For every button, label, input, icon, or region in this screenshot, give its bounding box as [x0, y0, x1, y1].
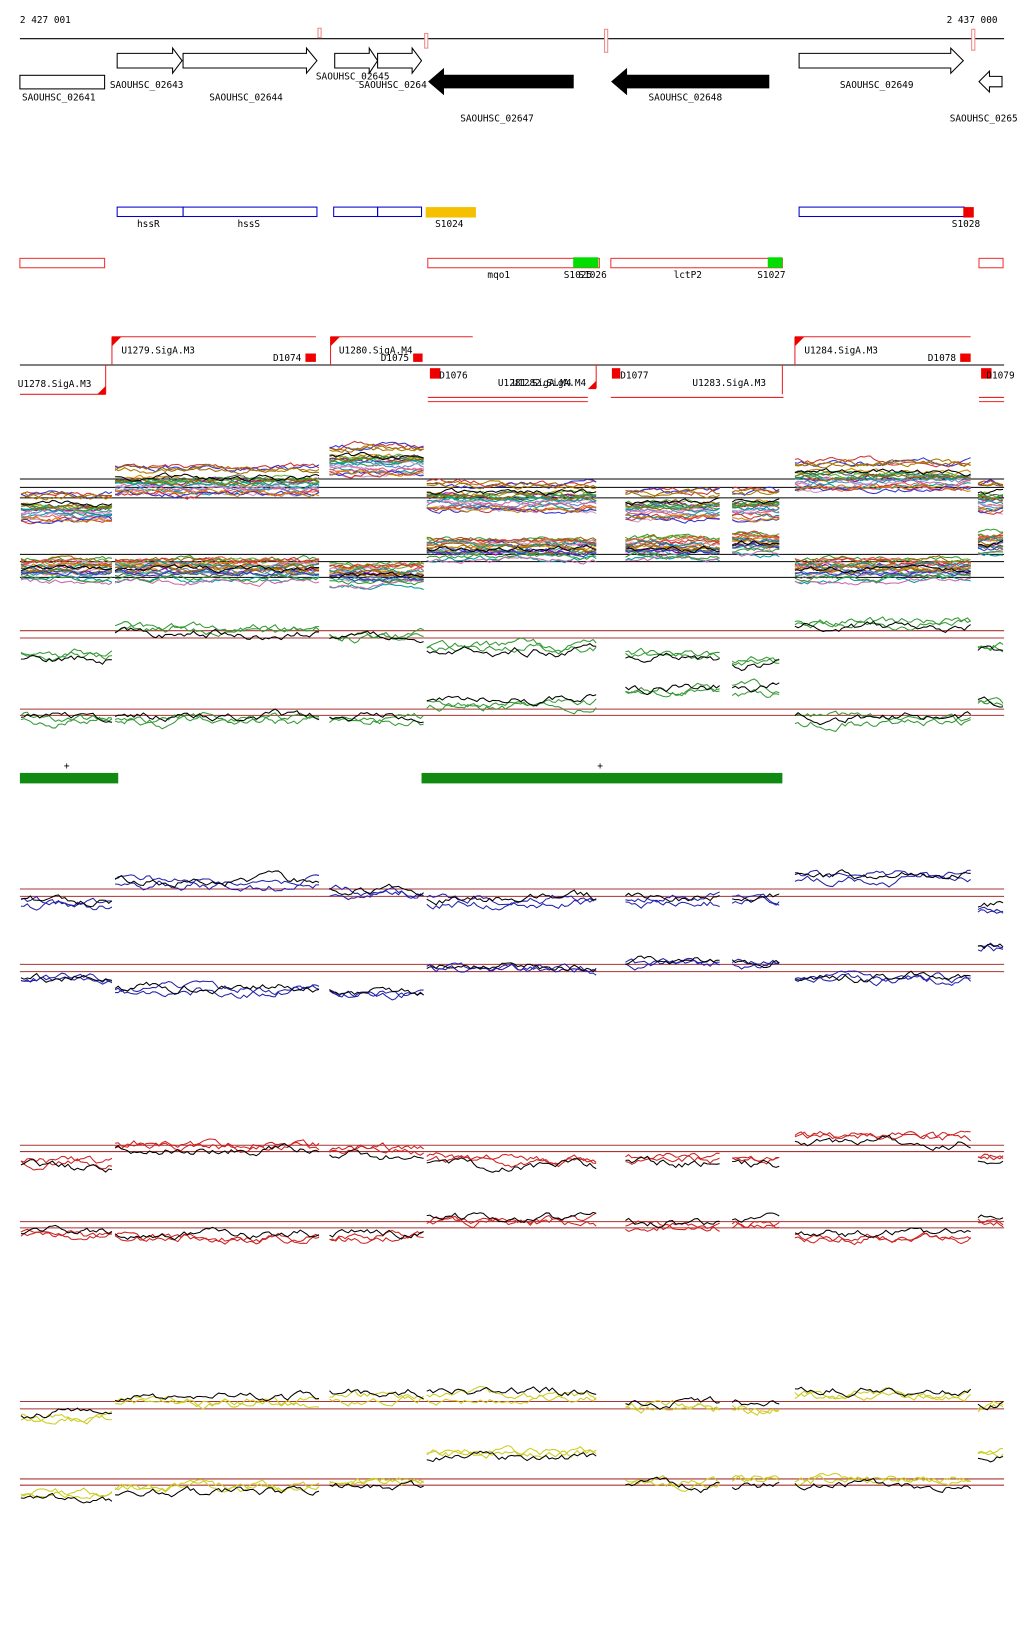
trace: [20, 944, 1004, 1001]
transcript-label: U1279.SigA.M3: [121, 346, 195, 357]
trace: [20, 620, 1004, 672]
annotation-fill: [767, 257, 783, 268]
trace: [20, 869, 1004, 914]
annotation-label: lctP2: [674, 270, 702, 281]
transcript-label: D1077: [620, 371, 648, 382]
trace: [20, 1385, 1004, 1425]
ruler-end: 2 437 000: [947, 15, 998, 26]
transcript-label: D1078: [928, 353, 957, 364]
expression-traces: [19, 440, 1005, 1504]
segment-bar: [421, 772, 783, 784]
trace: [20, 444, 1004, 501]
gene-shapes: [19, 46, 1003, 96]
trace: [20, 1450, 1004, 1504]
trace: [20, 543, 1004, 582]
ruler-markers: [317, 27, 976, 53]
trace: [20, 1445, 1004, 1500]
annotation-label: S1026: [578, 270, 607, 281]
trace: [20, 459, 1004, 517]
transcript-label: U1284.SigA.M3: [804, 346, 878, 357]
trace: [20, 943, 1004, 996]
transcript-label: D1076: [439, 371, 468, 382]
annotation-label: S1024: [435, 219, 464, 230]
annotation-fill: [573, 257, 599, 268]
transcript-label: U1282.SigA.M4: [513, 378, 587, 389]
trace: [20, 470, 1004, 524]
trace: [20, 540, 1004, 579]
trace: [20, 616, 1004, 665]
trace: [20, 1389, 1004, 1425]
trace: [20, 1386, 1004, 1419]
trace: [20, 686, 1004, 732]
trace: [20, 1214, 1004, 1246]
segment-marker: +: [597, 761, 603, 772]
annotation-label: hssR: [137, 219, 160, 230]
segment-bar: [19, 772, 119, 784]
gene-label: SAOUHSC_02648: [648, 92, 722, 103]
annotation-fill: [425, 207, 476, 218]
transcript-label: D1079: [986, 371, 1015, 382]
gene-label: SAOUHSC_02645: [316, 71, 390, 82]
transcript-label: U1283.SigA.M3: [692, 378, 766, 389]
gene-label: SAOUHSC_0264: [359, 80, 427, 91]
transcript-label: D1075: [381, 353, 409, 364]
annotation-label: S1028: [952, 219, 981, 230]
transcript-label: U1278.SigA.M3: [18, 379, 92, 390]
trace: [20, 530, 1004, 570]
transcript-label: U1281.SigA.M4: [498, 378, 572, 389]
transcript-blocks: [97, 336, 992, 395]
annotation-boxes: [19, 257, 1004, 269]
trace: [20, 1134, 1004, 1173]
gene-label: SAOUHSC_02643: [110, 80, 184, 91]
gene-label: SAOUHSC_02644: [209, 92, 283, 103]
gene-label: SAOUHSC_0265: [950, 113, 1018, 124]
transcript-label: U1280.SigA.M4: [339, 346, 413, 357]
annotation-boxes: [116, 206, 965, 218]
annotation-label: hssS: [237, 219, 260, 230]
trace: [20, 549, 1004, 590]
gene-label: SAOUHSC_02641: [22, 92, 96, 103]
trace: [20, 1130, 1004, 1165]
trace: [20, 1212, 1004, 1245]
trace: [20, 1211, 1004, 1241]
annotation-fill: [963, 207, 974, 218]
trace: [20, 869, 1004, 908]
annotation-label: mqo1: [487, 270, 510, 281]
gene-label: SAOUHSC_02649: [840, 80, 914, 91]
trace: [20, 470, 1004, 525]
annotation-label: S1027: [757, 270, 785, 281]
ruler-start: 2 427 001: [20, 15, 71, 26]
trace: [20, 452, 1004, 508]
transcript-lines: [19, 336, 1005, 403]
transcript-label: D1074: [273, 353, 302, 364]
segment-marker: +: [64, 761, 70, 772]
trace: [20, 682, 1004, 726]
annotation-label: S1025: [564, 270, 592, 281]
trace: [20, 678, 1004, 725]
gene-label: SAOUHSC_02647: [460, 113, 534, 124]
